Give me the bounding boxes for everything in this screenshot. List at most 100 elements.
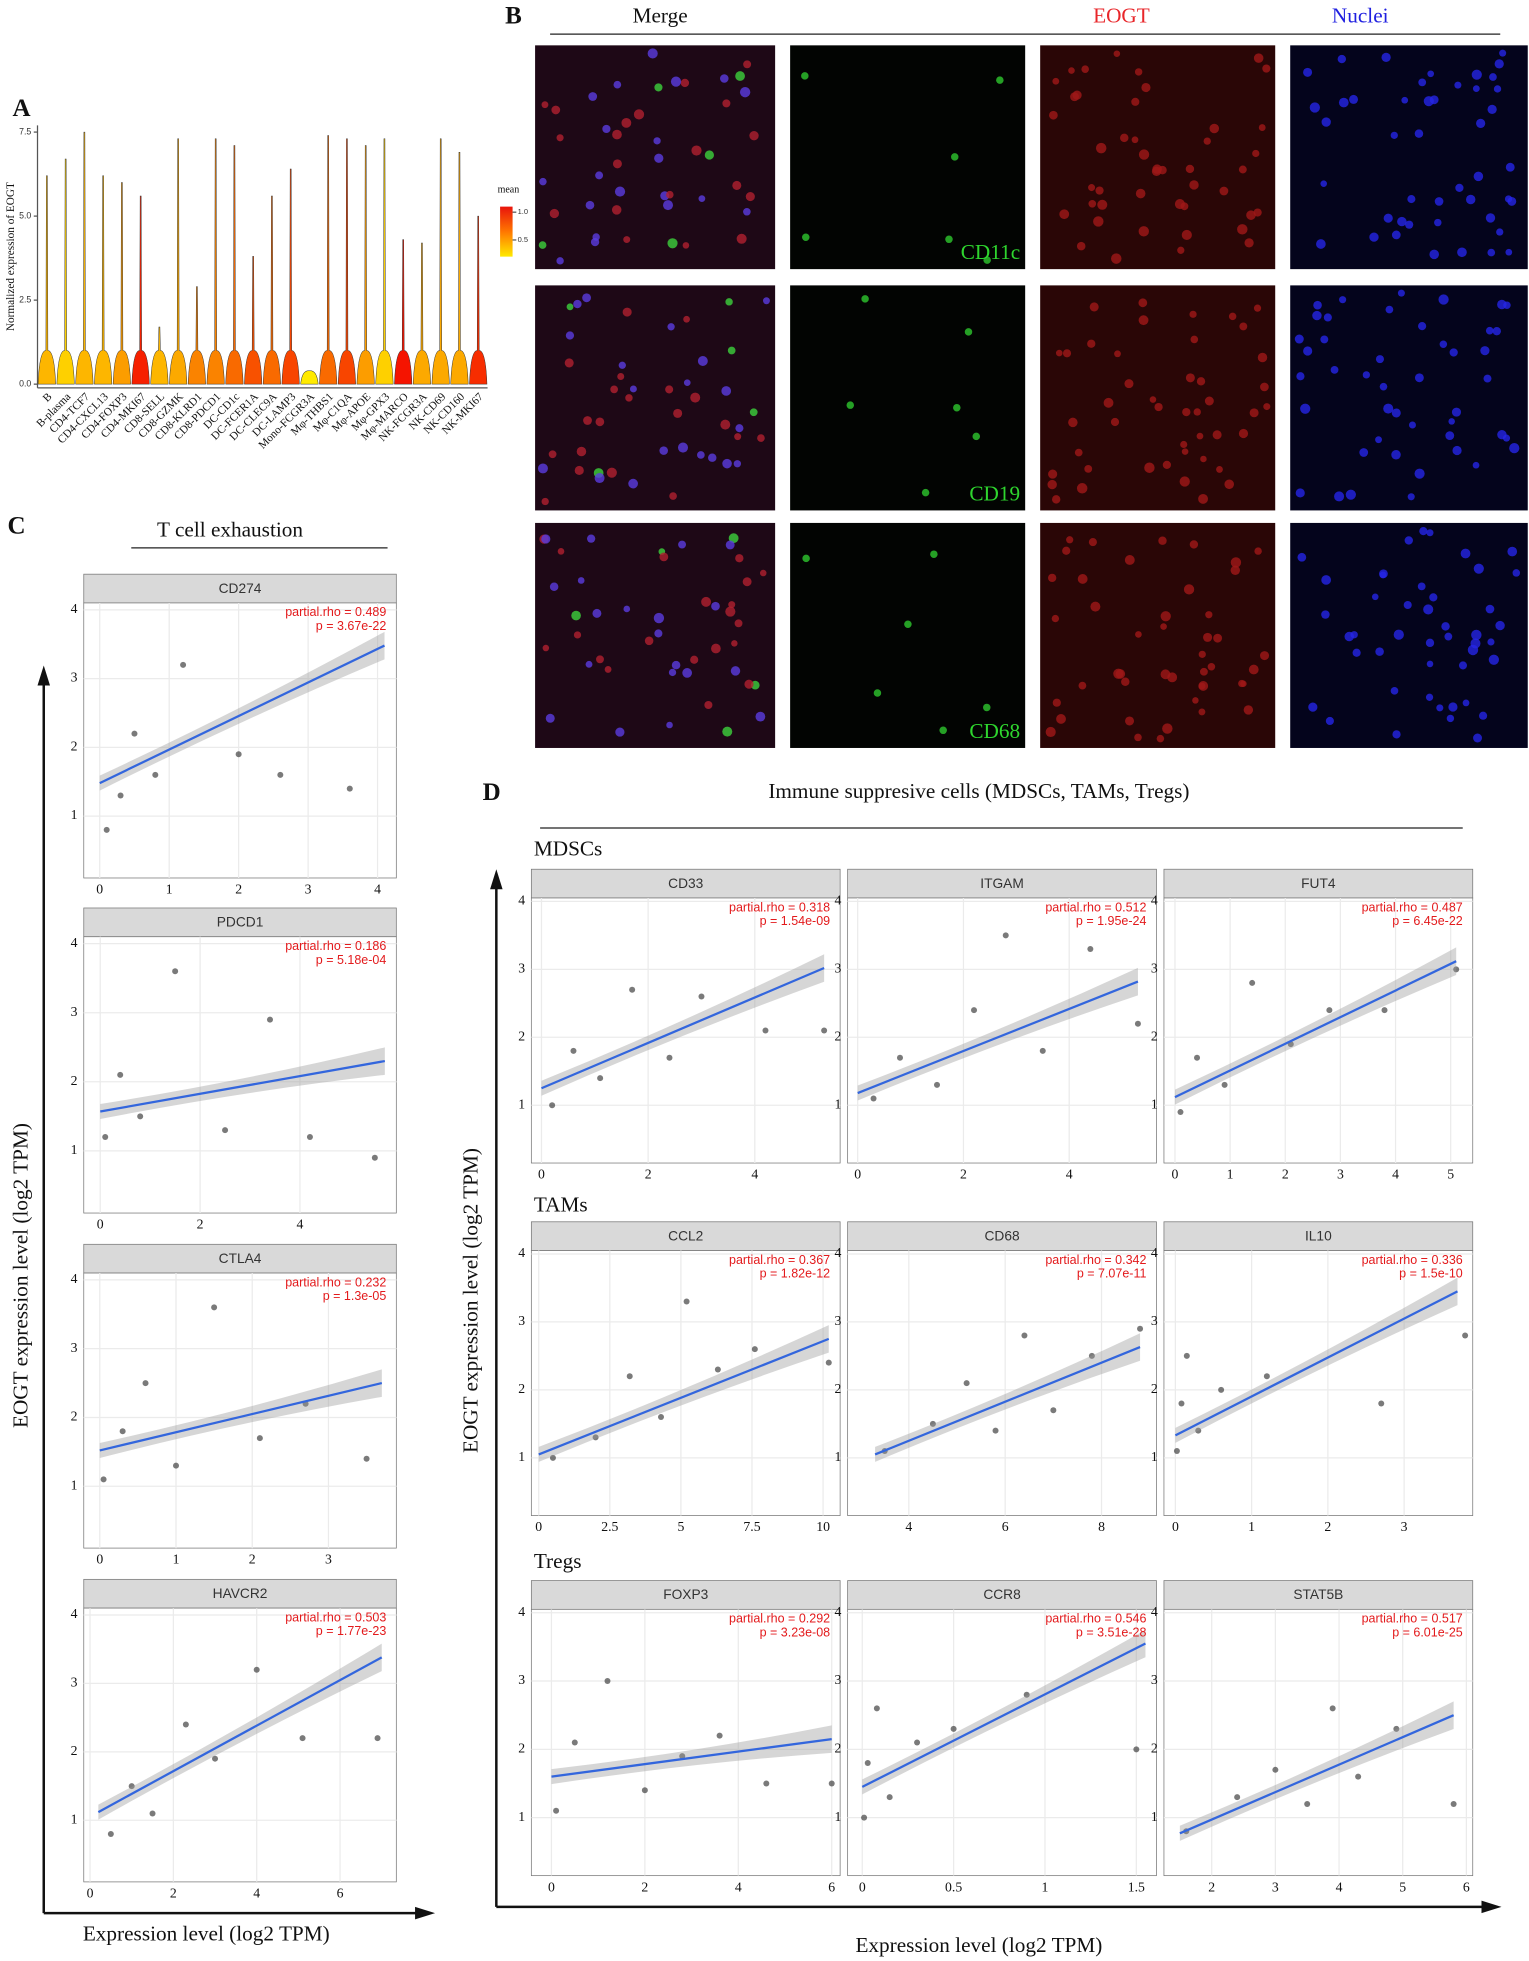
arrow-head [1481,1900,1502,1914]
plot-area [83,1607,397,1883]
cell [633,109,645,120]
cell [1203,137,1211,145]
strip [530,1221,841,1251]
cell [1151,166,1162,177]
annotation: partial.rho = 0.292 [729,1612,830,1626]
cell [1114,350,1121,358]
cell [1103,397,1114,408]
y-tick-label: 2 [518,1740,525,1755]
cell [1339,296,1347,304]
cell [1489,73,1497,81]
cell [1076,483,1088,494]
cell [1403,600,1412,609]
cell [1113,668,1124,679]
cell [1224,479,1235,490]
cell [1203,632,1213,642]
cell [1189,540,1199,549]
cell [1228,312,1237,321]
point [597,1075,604,1082]
y-tick-label: 3 [835,1672,842,1687]
cell [725,540,735,550]
cell [1436,704,1444,712]
micrograph [790,522,1026,748]
cell [1246,210,1256,220]
cell [1397,216,1407,227]
cell [1505,248,1513,256]
panel-title: STAT5B [1293,1587,1343,1602]
cell [1338,97,1349,108]
y-tick-label: 3 [1151,1672,1158,1687]
point [825,1359,832,1366]
cell [653,612,665,624]
cell [1429,593,1438,602]
x-axis-label: Expression level (log2 TPM) [855,1933,1102,1957]
point [253,1666,260,1673]
x-tick-label: 2 [197,1217,204,1232]
plot-area [1163,897,1474,1164]
cell [1425,638,1435,648]
annotation: p = 1.95e-24 [1076,914,1147,928]
point [1381,1007,1388,1014]
cell [1507,546,1518,557]
panel-title: CD274 [219,581,262,596]
marker-label: CD68 [969,719,1020,743]
violin [169,138,188,385]
cell [1321,575,1331,585]
cell [1457,247,1467,258]
cell [730,666,741,676]
y-tick-label: 4 [835,893,842,908]
micrograph [790,45,1026,270]
cell [667,238,678,249]
annotation: p = 3.23e-08 [760,1625,831,1639]
cell [1090,601,1101,612]
annotation: p = 7.07e-11 [1077,1267,1147,1281]
cell [1051,614,1060,623]
cell [734,619,743,628]
panel-label: A [13,95,31,122]
strip [847,868,1157,899]
y-tick-label: 2 [1151,1381,1158,1396]
y-tick-label: 1 [835,1449,842,1464]
cell [1158,536,1167,545]
y-tick-label: 3 [518,1313,525,1328]
y-tick-label: 2 [518,1028,525,1043]
point [131,730,138,737]
fit-line [97,1656,383,1814]
cell [666,190,674,199]
cell [1381,52,1391,62]
group-title: T cell exhaustion [157,518,303,542]
cell [1495,620,1505,631]
cell [1213,633,1223,643]
cell [1260,651,1270,661]
strip [847,1221,1157,1251]
cell [1407,493,1415,501]
y-tick-label: 2 [835,1740,842,1755]
annotation: p = 6.01e-25 [1392,1625,1463,1639]
cell [1375,647,1384,656]
point [971,1007,978,1014]
cell [708,453,717,462]
point [549,1102,556,1109]
x-tick-label: 4 [905,1519,912,1534]
micrograph [1290,45,1528,270]
x-tick-label: 2 [1324,1519,1331,1534]
cell [622,307,632,317]
cell [1200,455,1207,463]
point [1329,1705,1336,1712]
strip [83,573,397,604]
cell [1135,188,1146,199]
cell [1451,407,1462,417]
cell [1138,149,1150,160]
x-tick-label: 5 [1399,1879,1406,1894]
violin [394,239,413,385]
cell [1144,462,1155,473]
cell [1138,226,1149,237]
cell [623,236,631,244]
x-tick-label: 4 [1066,1167,1073,1182]
cell [1401,96,1409,104]
point [1021,1332,1028,1339]
x-tick-label: 0 [859,1879,866,1894]
y-tick-label: 5.0 [19,210,31,220]
cell [678,540,687,549]
